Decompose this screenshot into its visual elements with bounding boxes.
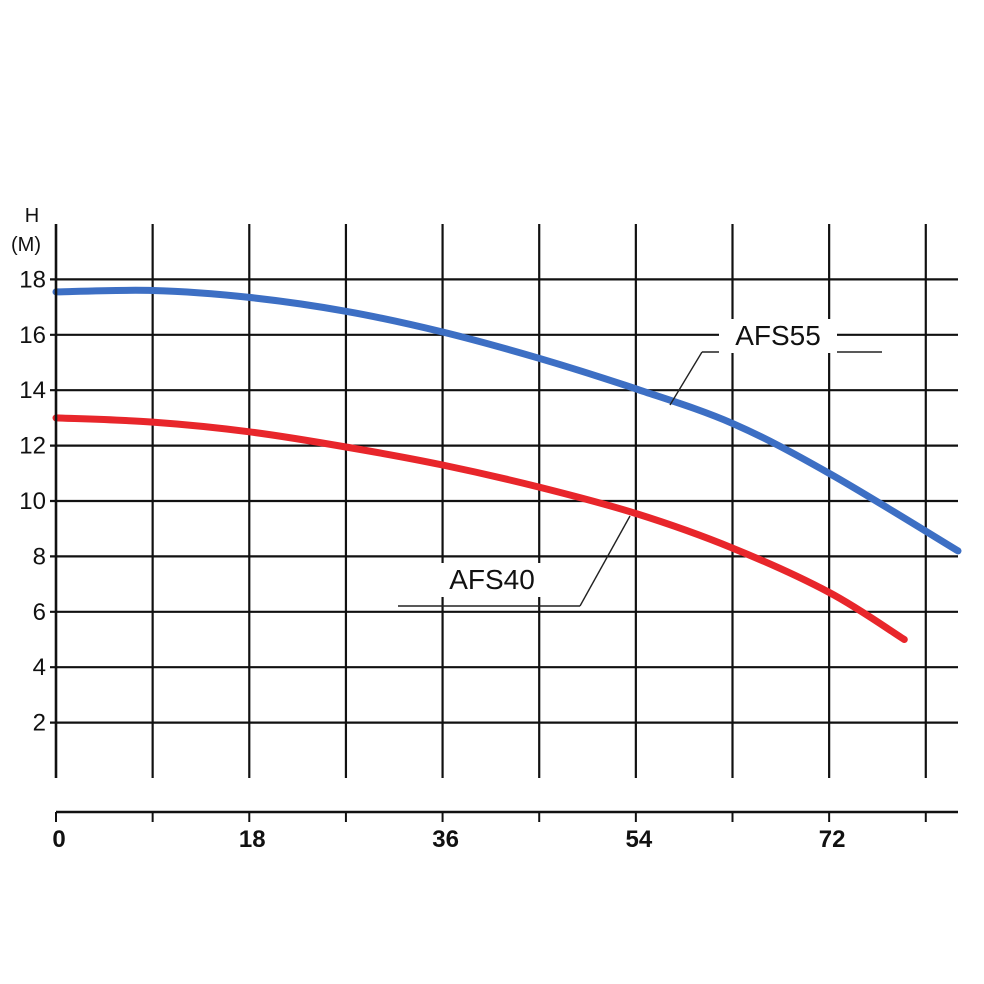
callout-leader-line xyxy=(669,351,703,406)
series-line-afs55 xyxy=(52,286,962,555)
y-tick-label: 8 xyxy=(33,543,46,570)
curves xyxy=(52,286,962,643)
grid xyxy=(50,224,958,778)
y-tick-label: 16 xyxy=(19,322,46,349)
y-tick-label: 12 xyxy=(19,433,46,460)
callout-background xyxy=(719,319,837,353)
y-tick-label: 10 xyxy=(19,488,46,515)
x-tick-label: 72 xyxy=(819,826,846,853)
y-tick-label: 4 xyxy=(33,654,46,681)
series-label-afs55: AFS55 xyxy=(735,320,821,351)
callout-leader-line xyxy=(579,515,631,607)
y-axis-label-h: H xyxy=(25,205,39,227)
y-tick-label: 2 xyxy=(33,710,46,737)
x-tick-label: 0 xyxy=(52,826,65,853)
series-line-afs40 xyxy=(52,414,908,643)
y-axis-label-unit: (M) xyxy=(11,234,41,256)
x-tick-label: 54 xyxy=(626,826,653,853)
tick-labels: 2 4 6 8 10 12 14 16 18 0 18 36 54 72 xyxy=(19,266,845,853)
x-tick-label: 36 xyxy=(432,826,459,853)
y-tick-label: 18 xyxy=(19,266,46,293)
axes xyxy=(54,224,958,822)
x-tick-label: 18 xyxy=(239,826,266,853)
y-tick-label: 6 xyxy=(33,599,46,626)
y-tick-label: 14 xyxy=(19,377,46,404)
series-labels: AFS55 AFS40 xyxy=(398,319,882,607)
callout-background xyxy=(433,563,551,597)
series-label-afs40: AFS40 xyxy=(449,564,535,595)
